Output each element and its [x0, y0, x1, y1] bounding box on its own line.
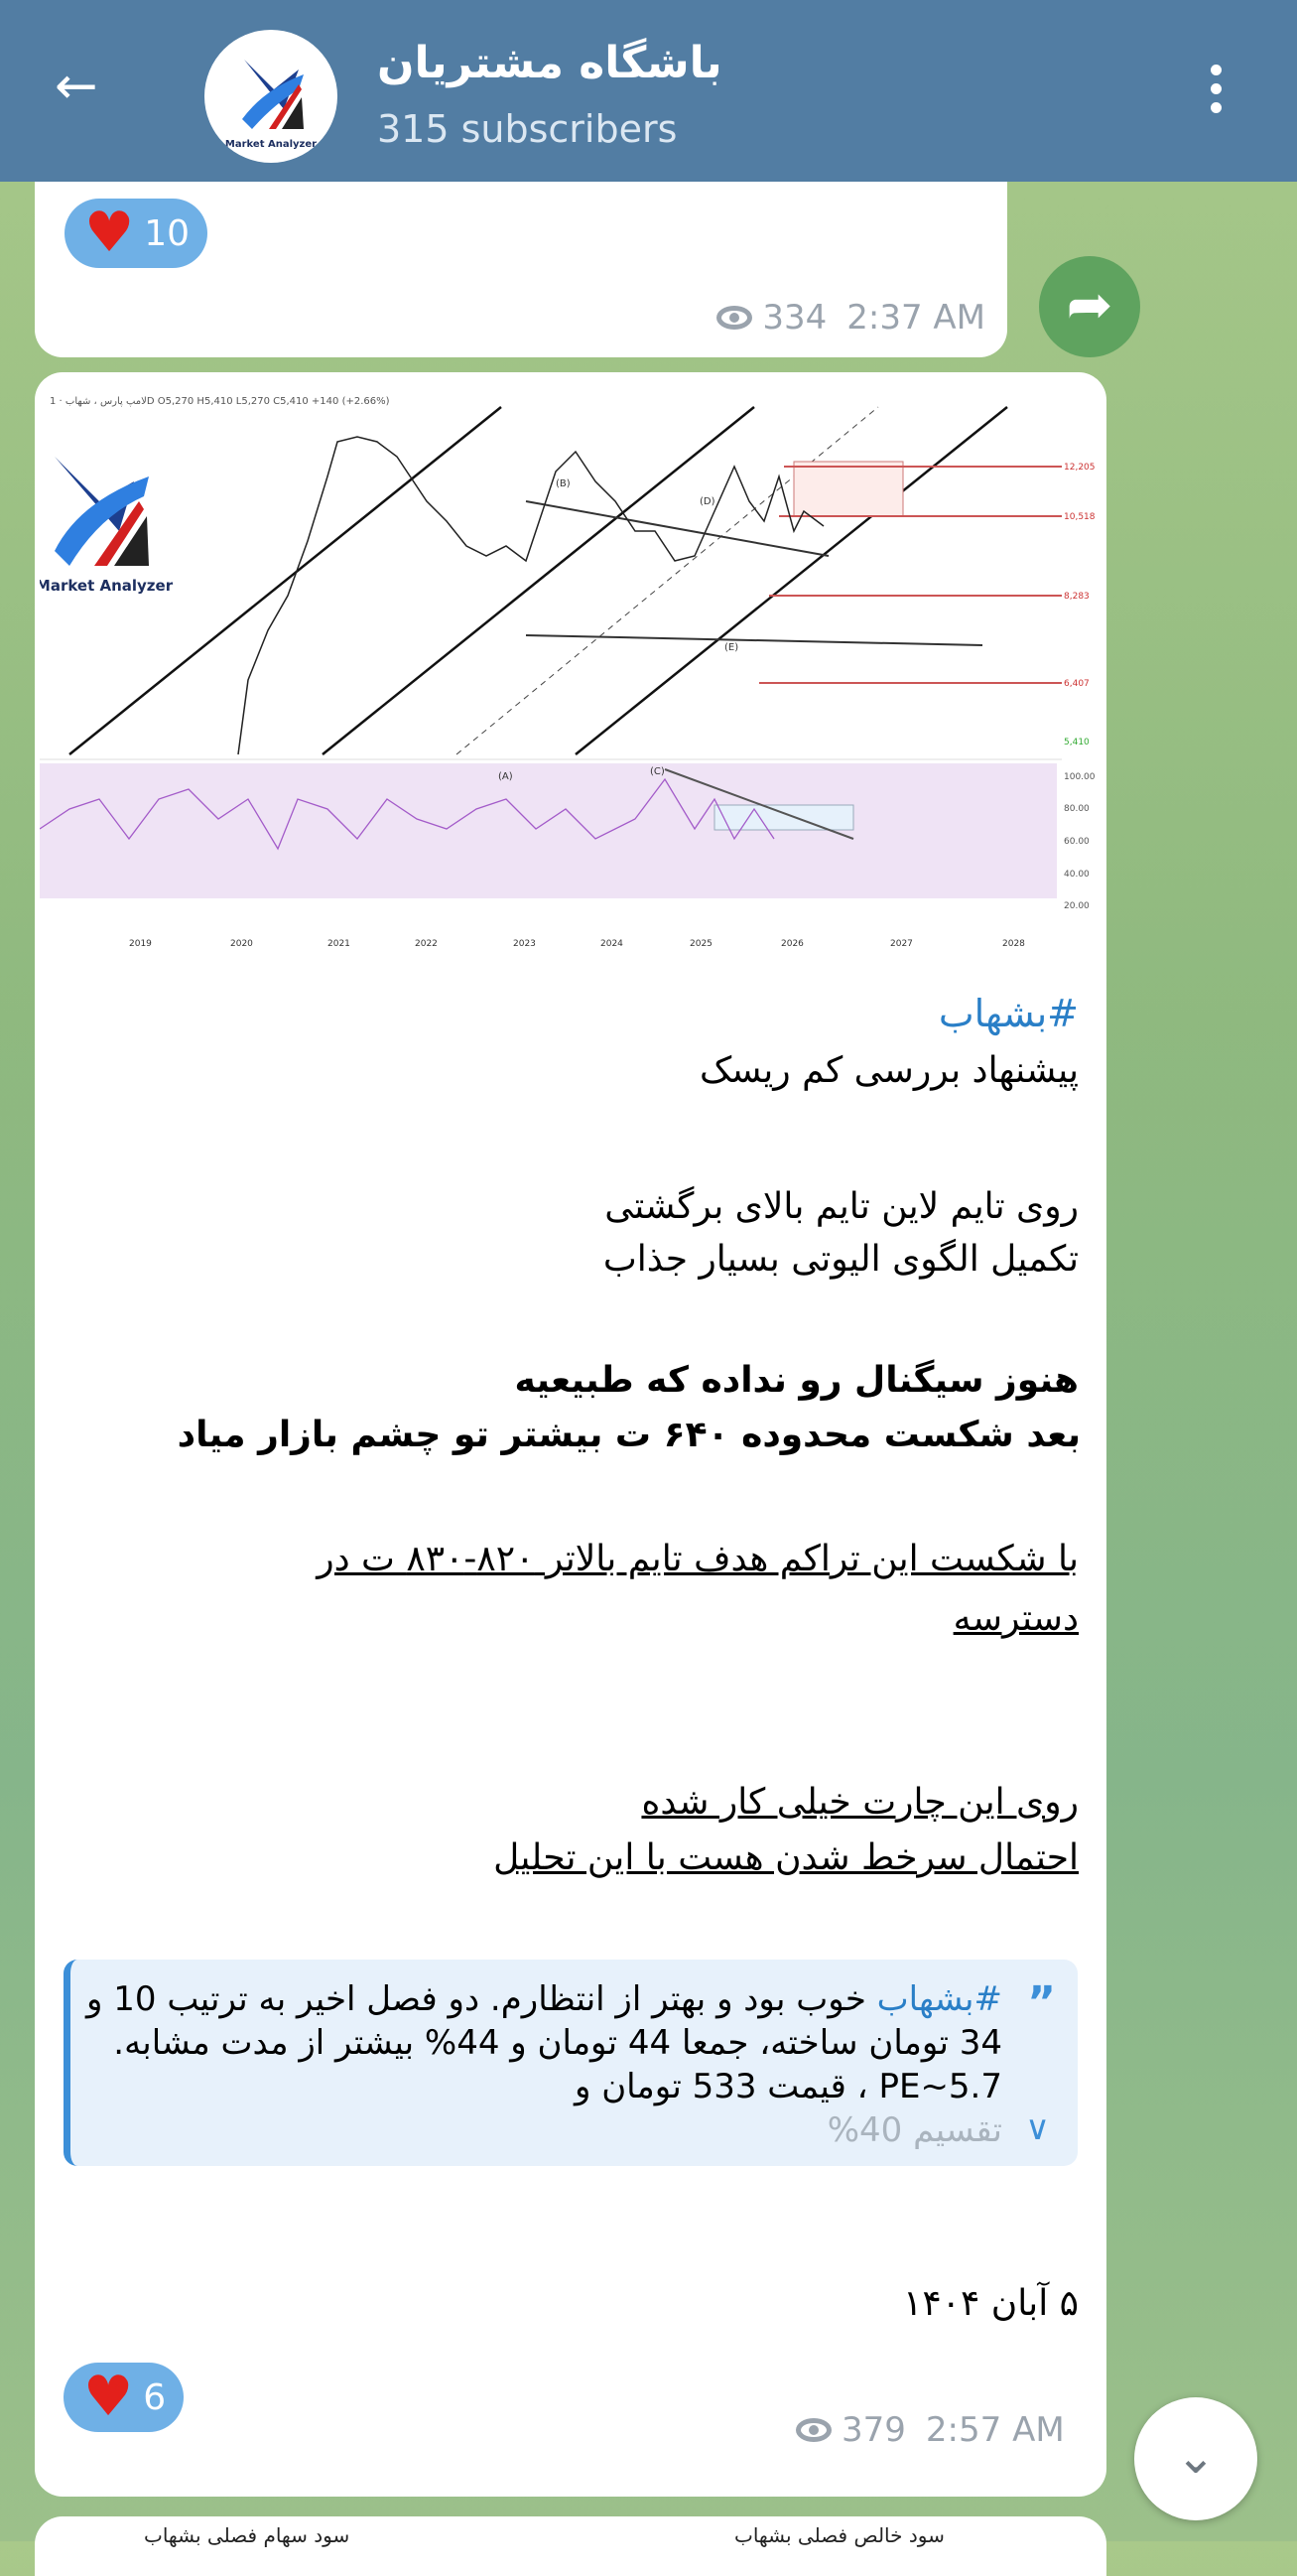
- post-hashtag[interactable]: #بشهاب: [938, 992, 1079, 1035]
- heart-reaction[interactable]: ♥ 6: [64, 2363, 185, 2432]
- rsi-level: 40.00: [1064, 870, 1090, 880]
- rsi-level: 60.00: [1064, 837, 1090, 847]
- year-label: 2025: [690, 939, 713, 949]
- price-series: [237, 436, 825, 755]
- quote-text: #بشهاب خوب بود و بهتر از انتظارم. دو فصل…: [86, 1979, 1002, 2150]
- share-icon: ➦: [1066, 273, 1113, 338]
- scroll-down-button[interactable]: ⌄: [1134, 2397, 1257, 2520]
- views-icon: [716, 306, 753, 330]
- heart-reaction[interactable]: ♥ 10: [65, 199, 208, 268]
- post-date: ۵ آبان ۱۴۰۴: [902, 2283, 1079, 2324]
- heart-icon: ♥: [83, 2365, 134, 2429]
- post-line: با شکست این تراکم هدف تایم بالاتر ۸۲۰-۸۳…: [317, 1539, 1079, 1579]
- chart-ticker: لامپ پارس ، شهاب · 1D O5,270 H5,410 L5,2…: [50, 396, 390, 407]
- expand-chevron-icon[interactable]: ∨: [1025, 2108, 1050, 2148]
- rsi-level: 100.00: [1064, 772, 1096, 782]
- year-label: 2019: [129, 939, 152, 949]
- previous-message: ♥ 10 334 2:37 AM: [35, 149, 1007, 357]
- year-label: 2020: [230, 939, 253, 949]
- year-label: 2023: [513, 939, 536, 949]
- wave-label: (B): [556, 478, 571, 489]
- back-arrow-icon[interactable]: ←: [55, 57, 98, 116]
- wave-label: (C): [650, 766, 665, 777]
- rsi-trendline: [664, 768, 854, 840]
- market-analyzer-logo: Market Analyzer: [40, 457, 174, 595]
- post-line: روی تایم لاین تایم بالای برگشتی: [604, 1186, 1079, 1227]
- price-level: 6,407: [1064, 679, 1090, 689]
- post-line: دسترسه: [953, 1598, 1079, 1639]
- year-label: 2021: [327, 939, 350, 949]
- heart-icon: ♥: [84, 201, 135, 265]
- quoted-block[interactable]: ” #بشهاب خوب بود و بهتر از انتظارم. دو ف…: [64, 1960, 1078, 2166]
- message-time: 2:37 AM: [846, 298, 985, 338]
- view-count: 379: [842, 2410, 906, 2450]
- image-caption: سود خالص فصلی بشهاب: [734, 2523, 945, 2547]
- svg-text:Market Analyzer: Market Analyzer: [40, 577, 174, 595]
- view-count: 334: [762, 298, 828, 338]
- channel-title: باشگاه مشتریان: [377, 38, 722, 88]
- target-box: [793, 461, 904, 517]
- year-label: 2024: [600, 939, 623, 949]
- image-caption: سود سهام فصلی بشهاب: [144, 2523, 350, 2547]
- post-line: هنوز سیگنال رو نداده که طبیعیه: [514, 1360, 1080, 1401]
- resistance-line: [525, 500, 830, 557]
- year-label: 2027: [890, 939, 913, 949]
- subscriber-count: 315 subscribers: [377, 107, 678, 151]
- channel-lines: [68, 406, 1008, 755]
- reaction-count: 6: [143, 2376, 167, 2418]
- price-level: 5,410: [1064, 738, 1090, 747]
- price-level: 10,518: [1064, 512, 1096, 522]
- post-line: احتمال سرخط شدن هست با این تحلیل: [493, 1837, 1079, 1878]
- price-level: 8,283: [1064, 592, 1090, 602]
- post-line: بعد شکست محدوده ۶۴۰ ت بیشتر تو چشم بازار…: [177, 1415, 1081, 1455]
- rsi-series: [40, 777, 775, 851]
- price-level: 12,205: [1064, 463, 1096, 473]
- rsi-level: 80.00: [1064, 804, 1090, 814]
- support-zone: [713, 804, 854, 831]
- svg-text:Market Analyzer: Market Analyzer: [225, 139, 317, 150]
- support-line: [525, 634, 983, 646]
- share-button[interactable]: ➦: [1039, 256, 1140, 357]
- reaction-count: 10: [144, 212, 191, 254]
- rsi-level: 20.00: [1064, 901, 1090, 911]
- message-time: 2:57 AM: [925, 2410, 1065, 2450]
- channel-avatar[interactable]: Market Analyzer: [204, 30, 337, 163]
- wave-label: (A): [498, 771, 513, 782]
- post-line: تکمیل الگوی الیوتی بسیار جذاب: [602, 1239, 1079, 1280]
- year-label: 2026: [781, 939, 804, 949]
- message-meta: 334 2:37 AM: [716, 298, 985, 338]
- post-line: پیشنهاد بررسی کم ریسک: [699, 1050, 1079, 1091]
- message-meta: 379 2:57 AM: [796, 2410, 1065, 2450]
- wave-label: (E): [724, 642, 738, 653]
- chart-image[interactable]: لامپ پارس ، شهاب · 1D O5,270 H5,410 L5,2…: [40, 382, 1102, 953]
- price-level-lines: [759, 466, 1062, 684]
- year-label: 2028: [1002, 939, 1025, 949]
- chevron-down-icon: ⌄: [1175, 2429, 1217, 2485]
- views-icon: [796, 2418, 832, 2442]
- wave-label: (D): [700, 496, 715, 507]
- post-line: روی این چارت خیلی کار شده: [641, 1782, 1079, 1823]
- mid-channel-line: [455, 406, 879, 755]
- year-label: 2022: [415, 939, 438, 949]
- chat-header: ← Market Analyzer باشگاه مشتریان 315 sub…: [0, 0, 1297, 182]
- more-menu-icon[interactable]: [1206, 65, 1226, 124]
- quote-icon: ”: [1027, 1977, 1056, 2028]
- rsi-band: [40, 763, 1057, 898]
